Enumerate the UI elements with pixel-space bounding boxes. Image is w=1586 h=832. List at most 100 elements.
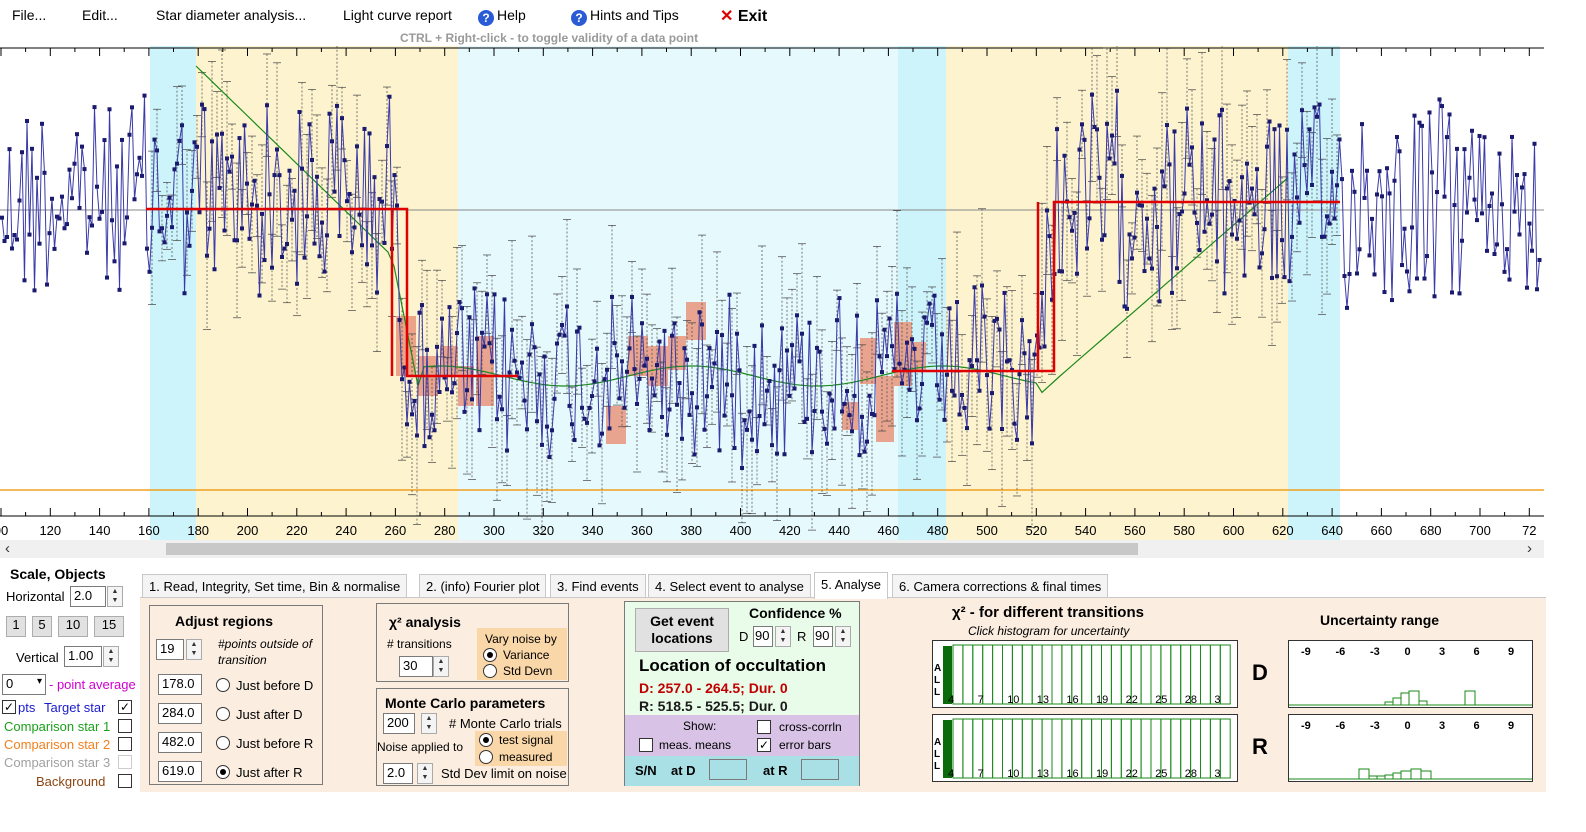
data-point[interactable]: [1367, 253, 1372, 258]
data-point[interactable]: [722, 413, 727, 418]
data-point[interactable]: [402, 365, 407, 370]
data-point[interactable]: [375, 290, 379, 295]
data-point[interactable]: [157, 229, 162, 234]
vertical-spinner[interactable]: ▲ ▼: [103, 646, 119, 667]
data-point[interactable]: [622, 405, 627, 410]
data-point[interactable]: [832, 426, 837, 431]
data-point[interactable]: [120, 137, 124, 142]
data-point[interactable]: [1270, 275, 1274, 280]
data-point[interactable]: [1152, 186, 1157, 191]
data-point[interactable]: [522, 398, 527, 403]
data-point[interactable]: [400, 377, 404, 382]
data-point[interactable]: [262, 258, 267, 263]
data-point[interactable]: [1200, 121, 1204, 126]
data-point[interactable]: [1080, 122, 1084, 127]
data-point[interactable]: [580, 405, 584, 410]
data-point[interactable]: [1020, 318, 1024, 323]
data-point[interactable]: [1362, 195, 1367, 200]
data-point[interactable]: [562, 333, 567, 338]
data-point[interactable]: [415, 433, 419, 438]
data-point[interactable]: [147, 269, 152, 274]
data-point[interactable]: [710, 385, 714, 390]
data-point[interactable]: [877, 354, 882, 359]
data-point[interactable]: [32, 288, 37, 293]
data-point[interactable]: [80, 144, 84, 149]
data-point[interactable]: [1312, 105, 1317, 110]
data-point[interactable]: [835, 318, 839, 323]
data-point[interactable]: [890, 344, 894, 349]
data-point[interactable]: [1397, 149, 1402, 154]
data-point[interactable]: [1075, 271, 1079, 276]
data-point[interactable]: [800, 331, 804, 336]
data-point[interactable]: [955, 300, 959, 305]
data-point[interactable]: [1027, 339, 1032, 344]
data-point[interactable]: [430, 412, 434, 417]
data-point[interactable]: [947, 306, 952, 311]
data-point[interactable]: [1415, 276, 1419, 281]
data-point[interactable]: [662, 328, 667, 333]
data-point[interactable]: [1220, 107, 1224, 112]
data-point[interactable]: [657, 339, 662, 344]
data-point[interactable]: [1257, 265, 1262, 270]
data-point[interactable]: [612, 341, 617, 346]
data-point[interactable]: [222, 228, 227, 233]
comparison-star-3-checkbox[interactable]: [118, 755, 132, 769]
data-point[interactable]: [237, 136, 242, 141]
data-point[interactable]: [1310, 183, 1314, 188]
data-point[interactable]: [1290, 234, 1294, 239]
data-point[interactable]: [930, 322, 934, 327]
data-point[interactable]: [270, 265, 274, 270]
data-point[interactable]: [517, 375, 522, 380]
data-point[interactable]: [610, 294, 614, 299]
data-point[interactable]: [1527, 221, 1532, 226]
data-point[interactable]: [1150, 266, 1154, 271]
data-point[interactable]: [850, 429, 854, 434]
data-point[interactable]: [1435, 190, 1439, 195]
menu-help[interactable]: ? Help: [478, 7, 526, 26]
data-point[interactable]: [560, 322, 564, 327]
data-point[interactable]: [1032, 352, 1037, 357]
data-point[interactable]: [1380, 194, 1384, 199]
data-point[interactable]: [900, 381, 904, 386]
light-curve-plot[interactable]: 00 120 140 160 180 200 220 240 260 280 300 320 340 36…: [0, 46, 1544, 540]
scale-15-button[interactable]: 15: [94, 616, 124, 637]
data-point[interactable]: [225, 156, 229, 161]
menu-edit[interactable]: Edit...: [82, 7, 118, 23]
horizontal-scale-input[interactable]: 2.0: [70, 586, 106, 607]
data-point[interactable]: [1432, 294, 1437, 299]
data-point[interactable]: [440, 316, 444, 321]
data-point[interactable]: [1060, 269, 1064, 274]
data-point[interactable]: [1030, 441, 1034, 446]
data-point[interactable]: [1472, 197, 1477, 202]
data-point[interactable]: [1287, 279, 1292, 284]
data-point[interactable]: [155, 148, 159, 153]
data-point[interactable]: [245, 181, 249, 186]
data-point[interactable]: [795, 313, 799, 318]
data-point[interactable]: [540, 442, 544, 447]
data-point[interactable]: [442, 375, 447, 380]
data-point[interactable]: [220, 131, 224, 136]
data-point[interactable]: [405, 422, 409, 427]
data-point[interactable]: [110, 218, 114, 223]
data-point[interactable]: [1147, 256, 1152, 261]
data-point[interactable]: [1480, 211, 1484, 216]
data-point[interactable]: [62, 226, 67, 231]
data-point[interactable]: [207, 226, 212, 231]
data-point[interactable]: [190, 188, 194, 193]
data-point[interactable]: [1002, 290, 1007, 295]
data-point[interactable]: [260, 211, 264, 216]
data-point[interactable]: [1092, 124, 1097, 129]
scale-10-button[interactable]: 10: [58, 616, 88, 637]
data-point[interactable]: [347, 191, 352, 196]
data-point[interactable]: [1467, 175, 1472, 180]
data-point[interactable]: [175, 161, 179, 166]
menu-hints[interactable]: ? Hints and Tips: [571, 7, 679, 26]
data-point[interactable]: [882, 327, 887, 332]
data-point[interactable]: [265, 103, 269, 108]
data-point[interactable]: [925, 320, 929, 325]
data-point[interactable]: [422, 444, 427, 449]
data-point[interactable]: [682, 346, 687, 351]
data-point[interactable]: [1265, 144, 1269, 149]
data-point[interactable]: [692, 452, 697, 457]
data-point[interactable]: [302, 255, 307, 260]
